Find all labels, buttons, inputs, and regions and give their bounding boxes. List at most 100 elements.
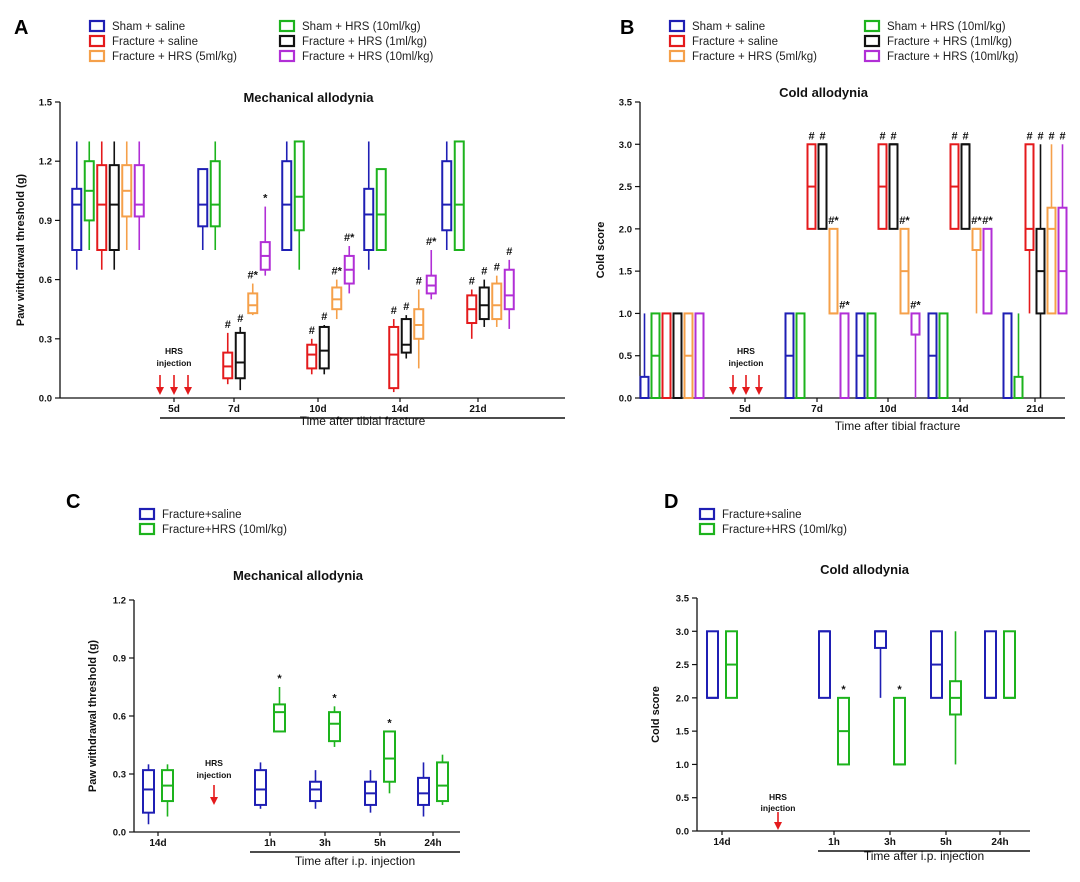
legend-label: Sham + HRS (10ml/kg) xyxy=(302,21,421,33)
legend-swatch xyxy=(88,49,106,63)
x-tick-label: 5d xyxy=(739,404,751,415)
y-tick-label: 0.3 xyxy=(113,770,126,781)
legend-label: Fracture+HRS (10ml/kg) xyxy=(162,524,287,536)
box-blue xyxy=(142,769,155,814)
significance-mark: # xyxy=(494,262,500,274)
box-orange xyxy=(828,227,839,315)
y-tick-label: 0.0 xyxy=(676,827,689,838)
y-tick-label: 0.0 xyxy=(113,828,126,839)
significance-mark: # xyxy=(416,275,422,287)
significance-mark: # xyxy=(309,325,315,337)
y-tick-label: 0.0 xyxy=(39,394,52,405)
box-blue xyxy=(874,630,887,649)
injection-label: injection xyxy=(197,770,232,780)
box-blue xyxy=(984,630,997,699)
box-blue xyxy=(197,168,209,228)
legend-swatch xyxy=(88,34,106,48)
significance-mark: * xyxy=(387,717,392,729)
box-green xyxy=(328,711,341,743)
box-blue xyxy=(71,187,83,251)
x-tick-label: 14d xyxy=(951,404,968,415)
box-blue xyxy=(363,187,375,251)
legend-label: Fracture + saline xyxy=(112,36,198,48)
y-tick-label: 1.5 xyxy=(676,727,690,738)
injection-label: injection xyxy=(157,358,192,368)
injection-label: injection xyxy=(761,803,796,813)
box-red xyxy=(96,164,108,251)
x-axis-label: Time after i.p. injection xyxy=(295,854,415,868)
box-green xyxy=(866,312,877,399)
y-tick-label: 1.2 xyxy=(39,157,52,168)
significance-mark: * xyxy=(841,684,846,696)
legend-swatch xyxy=(138,507,156,521)
injection-label: HRS xyxy=(165,346,183,356)
y-axis-label: Paw withdrawal threshold (g) xyxy=(15,174,27,327)
box-blue xyxy=(254,769,267,806)
y-tick-label: 2.0 xyxy=(676,693,689,704)
legend-swatch xyxy=(138,522,156,536)
significance-mark: #* xyxy=(344,232,355,244)
significance-mark: # xyxy=(225,319,231,331)
injection-label: HRS xyxy=(737,346,755,356)
box-magenta xyxy=(982,227,993,315)
box-magenta xyxy=(133,164,145,218)
significance-mark: # xyxy=(403,301,409,313)
significance-mark: #* xyxy=(839,299,850,311)
box-blue xyxy=(309,780,322,803)
x-tick-label: 24h xyxy=(424,838,441,849)
box-black xyxy=(817,143,828,230)
y-axis-label: Cold score xyxy=(595,222,607,279)
x-tick-label: 5h xyxy=(940,837,952,848)
significance-mark: # xyxy=(321,311,327,323)
box-black xyxy=(888,143,899,230)
chart-title: Mechanical allodynia xyxy=(233,568,364,583)
y-axis-label: Paw withdrawal threshold (g) xyxy=(87,640,99,793)
panel-c: C Fracture+saline Fracture+HRS (10ml/kg) M… xyxy=(66,491,460,868)
y-axis-label: Cold score xyxy=(650,686,662,743)
box-red xyxy=(388,325,400,390)
y-tick-label: 2.5 xyxy=(676,660,690,671)
box-red xyxy=(306,343,318,370)
box-orange xyxy=(491,282,503,321)
y-tick-label: 0.5 xyxy=(619,351,633,362)
legend-swatch xyxy=(863,49,881,63)
y-tick-label: 0.9 xyxy=(113,654,126,665)
panel-letter-b: B xyxy=(620,17,634,39)
legend-label: Fracture + HRS (10ml/kg) xyxy=(302,51,433,63)
panel-letter-d: D xyxy=(664,491,678,513)
y-tick-label: 1.2 xyxy=(113,596,126,607)
box-blue xyxy=(706,630,719,699)
box-magenta xyxy=(910,312,921,336)
box-green xyxy=(383,730,396,783)
legend-label: Fracture + HRS (5ml/kg) xyxy=(112,51,237,63)
box-green xyxy=(453,140,465,251)
x-tick-label: 7d xyxy=(228,404,240,415)
significance-mark: #* xyxy=(248,270,259,282)
box-blue xyxy=(417,776,430,806)
y-tick-label: 2.5 xyxy=(619,182,633,193)
significance-mark: # xyxy=(951,130,957,142)
box-green xyxy=(436,761,449,803)
box-blue xyxy=(818,630,831,699)
box-green xyxy=(1013,375,1024,400)
box-black xyxy=(318,325,330,370)
legend-label: Sham + saline xyxy=(112,21,185,33)
y-tick-label: 3.5 xyxy=(619,98,633,109)
x-tick-label: 10d xyxy=(309,404,326,415)
box-black xyxy=(400,318,412,354)
significance-mark: # xyxy=(481,266,487,278)
y-tick-label: 3.0 xyxy=(619,140,632,151)
legend-swatch xyxy=(668,34,686,48)
x-tick-label: 5d xyxy=(168,404,180,415)
x-axis-label: Time after tibial fracture xyxy=(300,414,426,428)
y-tick-label: 3.0 xyxy=(676,627,689,638)
significance-mark: # xyxy=(1026,130,1032,142)
box-orange xyxy=(247,292,259,315)
significance-mark: # xyxy=(890,130,896,142)
box-green xyxy=(938,312,949,399)
x-tick-label: 10d xyxy=(879,404,896,415)
significance-mark: # xyxy=(469,275,475,287)
legend-label: Fracture + HRS (5ml/kg) xyxy=(692,51,817,63)
x-tick-label: 1h xyxy=(828,837,840,848)
significance-mark: # xyxy=(962,130,968,142)
